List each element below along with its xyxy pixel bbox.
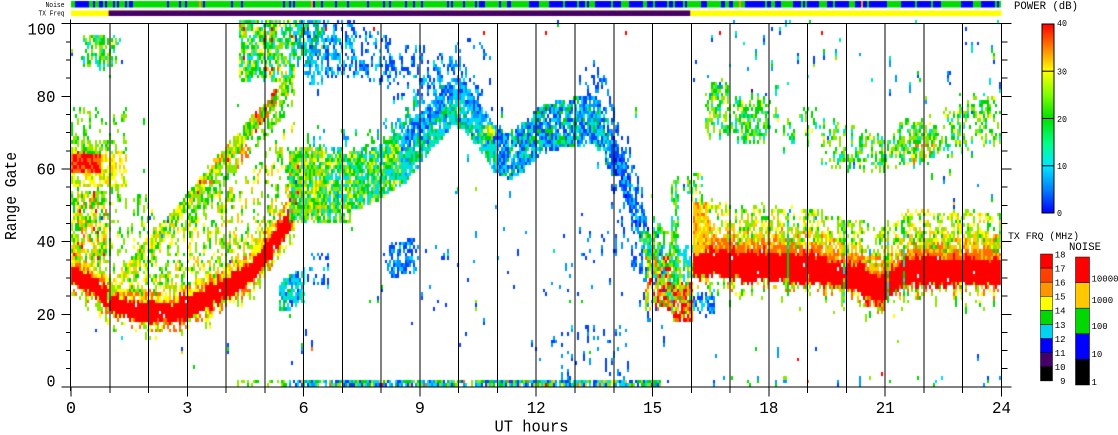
svg-text:NOISE: NOISE: [1069, 242, 1101, 254]
svg-text:40: 40: [37, 234, 56, 253]
svg-text:10: 10: [1057, 162, 1067, 172]
svg-text:POWER (dB): POWER (dB): [1014, 1, 1078, 13]
svg-text:15: 15: [1055, 293, 1066, 303]
svg-text:UT hours: UT hours: [495, 419, 569, 435]
svg-text:0: 0: [47, 374, 56, 393]
svg-text:40: 40: [1057, 19, 1067, 29]
svg-text:20: 20: [1057, 115, 1067, 125]
svg-text:12: 12: [527, 400, 546, 419]
svg-text:20: 20: [37, 307, 56, 326]
svg-text:10: 10: [1055, 363, 1066, 373]
svg-text:Noise: Noise: [46, 2, 65, 10]
svg-text:TX FRQ (MHz): TX FRQ (MHz): [1008, 231, 1079, 243]
svg-text:1: 1: [1092, 378, 1097, 388]
svg-text:3: 3: [182, 400, 192, 419]
svg-text:12: 12: [1055, 335, 1066, 345]
svg-text:17: 17: [1055, 264, 1066, 274]
svg-text:9: 9: [1060, 377, 1065, 387]
svg-text:60: 60: [37, 162, 56, 181]
svg-text:1000: 1000: [1092, 296, 1114, 306]
svg-text:100: 100: [28, 22, 56, 41]
svg-text:15: 15: [643, 400, 662, 419]
svg-text:30: 30: [1057, 68, 1067, 78]
svg-text:18: 18: [1055, 250, 1066, 260]
svg-text:10000: 10000: [1092, 275, 1118, 285]
svg-text:100: 100: [1092, 322, 1108, 332]
svg-text:6: 6: [298, 400, 308, 419]
svg-text:18: 18: [759, 400, 778, 419]
svg-text:80: 80: [37, 89, 56, 108]
svg-text:21: 21: [876, 400, 895, 419]
svg-text:10: 10: [1092, 350, 1103, 360]
svg-text:16: 16: [1055, 279, 1066, 289]
svg-text:14: 14: [1055, 307, 1066, 317]
svg-text:0: 0: [1057, 209, 1062, 219]
svg-text:TX Freq: TX Freq: [39, 11, 65, 19]
svg-text:0: 0: [66, 400, 76, 419]
svg-text:13: 13: [1055, 321, 1066, 331]
svg-text:24: 24: [992, 400, 1011, 419]
svg-text:Range Gate: Range Gate: [3, 152, 22, 240]
svg-text:9: 9: [415, 400, 425, 419]
svg-text:11: 11: [1055, 349, 1066, 359]
